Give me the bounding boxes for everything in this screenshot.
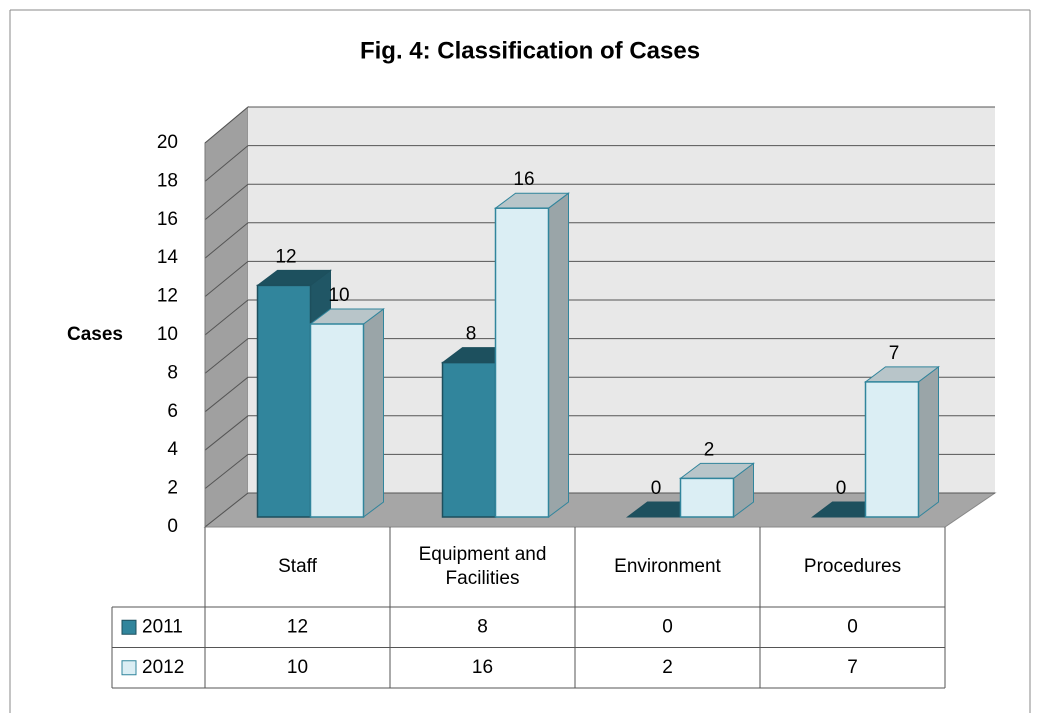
data-label: 12 [275, 246, 296, 267]
y-tick-label: 18 [157, 170, 178, 191]
data-label: 16 [513, 169, 534, 190]
category-cell: Equipment and Facilities [418, 544, 547, 589]
y-tick-label: 8 [167, 362, 178, 383]
category-cell: Staff [278, 556, 317, 577]
x-tick-label: Procedures [803, 556, 902, 577]
bar-side [363, 308, 384, 518]
table-value: 12 [287, 616, 308, 637]
grid-line [204, 222, 249, 259]
data-label: 0 [651, 478, 662, 499]
bar [679, 477, 735, 518]
chart-title: Fig. 4: Classification of Cases [360, 37, 700, 64]
legend-key [121, 619, 137, 635]
table-value: 7 [847, 657, 858, 678]
data-label: 2 [704, 439, 715, 460]
grid-line [204, 145, 249, 182]
y-tick-label: 6 [167, 401, 178, 422]
y-axis-label: Cases [67, 324, 123, 345]
x-tick-label: Environment [614, 556, 721, 577]
y-tick-label: 16 [157, 209, 178, 230]
table-value: 10 [287, 657, 308, 678]
category-cell: Procedures [803, 556, 902, 577]
table-value: 8 [477, 616, 488, 637]
bar [256, 284, 312, 518]
grid-line [204, 261, 249, 297]
grid-line [204, 183, 249, 221]
bar [441, 361, 497, 518]
y-tick-label: 14 [157, 247, 179, 268]
data-label: 8 [466, 324, 477, 345]
y-tick-label: 10 [157, 324, 178, 345]
grid-line [204, 106, 249, 144]
y-tick-label: 0 [167, 516, 178, 537]
grid-line [204, 454, 249, 489]
table-value: 2 [662, 657, 673, 678]
y-tick-label: 20 [157, 132, 178, 153]
data-label: 0 [836, 478, 847, 499]
data-label: 7 [889, 343, 900, 364]
y-tick-label: 4 [167, 439, 178, 460]
grid-line [204, 338, 249, 374]
category-cell: Environment [614, 556, 721, 577]
table-value: 16 [472, 657, 493, 678]
y-tick-label: 12 [157, 286, 178, 307]
table-value: 0 [662, 616, 673, 637]
x-tick-label: Staff [278, 556, 317, 577]
bar-side [918, 365, 939, 518]
grid-line [204, 376, 249, 413]
bar [309, 323, 365, 518]
grid-line [204, 415, 249, 451]
legend-key [121, 660, 137, 676]
grid-line [204, 492, 249, 528]
bar-side [548, 192, 569, 518]
x-tick-label: Equipment and Facilities [418, 544, 547, 589]
table-value: 0 [847, 616, 858, 637]
bar [494, 207, 550, 518]
grid-line [204, 299, 249, 336]
legend-label: 2012 [142, 657, 184, 678]
legend-label: 2011 [142, 616, 183, 637]
data-label: 10 [328, 285, 349, 306]
bar [864, 381, 920, 518]
y-tick-label: 2 [167, 478, 178, 499]
